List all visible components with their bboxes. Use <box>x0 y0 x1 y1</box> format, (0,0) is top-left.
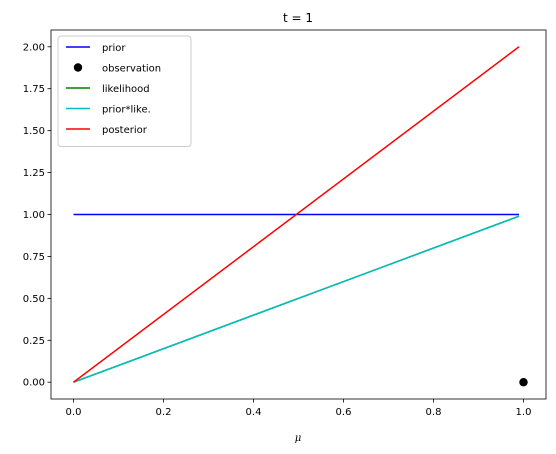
legend: prior observation likelihood prior*like. pos… <box>57 35 192 147</box>
y-tick-label: 1.75 <box>23 84 45 95</box>
y-tick-label: 1.25 <box>23 168 45 179</box>
legend-label: observation <box>102 64 161 75</box>
y-ticks: 0.00 0.25 0.50 0.75 1.00 1.25 1.50 1.75 2.00 <box>23 42 51 389</box>
series-line-prior-like <box>73 215 520 383</box>
x-tick-label: 0.4 <box>246 407 262 418</box>
legend-label: posterior <box>102 125 148 136</box>
y-tick-label: 0.50 <box>23 294 45 305</box>
observation-point <box>519 378 528 387</box>
x-tick-label: 0.0 <box>66 407 82 418</box>
series-line-posterior <box>73 46 520 383</box>
legend-label: prior <box>102 43 126 54</box>
x-ticks: 0.0 0.2 0.4 0.6 0.8 1.0 <box>66 399 532 418</box>
y-tick-label: 1.00 <box>23 210 45 221</box>
x-axis-label: μ <box>295 433 302 444</box>
y-tick-label: 0.75 <box>23 252 45 263</box>
y-tick-label: 1.50 <box>23 126 45 137</box>
plot-lines <box>73 46 528 387</box>
legend-label: prior*like. <box>102 105 151 116</box>
x-tick-label: 0.6 <box>336 407 352 418</box>
legend-box <box>57 35 192 147</box>
y-tick-label: 0.25 <box>23 336 45 347</box>
chart-title: t = 1 <box>283 11 313 25</box>
y-tick-label: 2.00 <box>23 42 45 53</box>
x-tick-label: 0.8 <box>426 407 442 418</box>
x-tick-label: 0.2 <box>156 407 172 418</box>
y-tick-label: 0.00 <box>23 378 45 389</box>
legend-label: likelihood <box>102 84 150 95</box>
x-tick-label: 1.0 <box>516 407 532 418</box>
legend-swatch <box>73 63 83 72</box>
